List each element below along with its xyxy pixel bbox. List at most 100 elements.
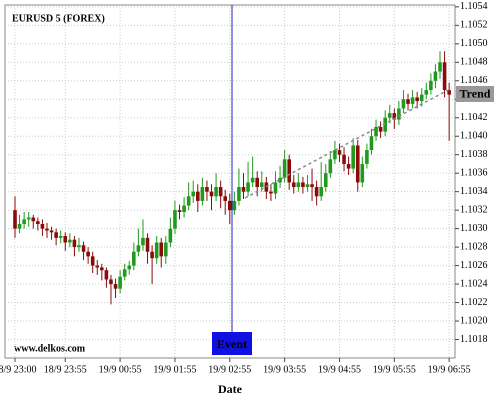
candle-body <box>383 117 387 132</box>
x-tick-label: 19/9 03:55 <box>263 364 306 375</box>
y-tick-label: 1.1018 <box>460 334 488 345</box>
candle-body <box>232 200 237 211</box>
candle-body <box>397 108 401 120</box>
y-tick-label: 1.1046 <box>460 75 488 86</box>
candle-body <box>291 182 296 188</box>
x-tick-label: 19/9 04:55 <box>318 364 361 375</box>
candle-body <box>351 145 355 169</box>
candle-body <box>214 187 218 197</box>
candle-body <box>127 265 132 270</box>
watermark: www.delkos.com <box>14 343 86 354</box>
candle-body <box>237 187 241 201</box>
candle-body <box>113 284 118 289</box>
candle-body <box>218 187 223 197</box>
candle-body <box>346 163 351 169</box>
candle-body <box>278 177 282 183</box>
candle-body <box>154 242 159 259</box>
chart-title: EURUSD 5 (FOREX) <box>12 13 105 24</box>
candle-body <box>58 236 63 238</box>
candle-body <box>429 80 433 91</box>
candle-body <box>136 245 141 252</box>
x-tick-label: 19/9 02:55 <box>208 364 251 375</box>
candle-body <box>355 145 360 183</box>
candle-body <box>145 237 150 252</box>
x-tick-label: 19/9 01:55 <box>153 364 196 375</box>
candle-body <box>54 232 58 238</box>
y-tick-label: 1.1020 <box>460 315 488 326</box>
candle-body <box>365 150 369 164</box>
trend-label: Trend <box>460 86 491 100</box>
candle-body <box>442 62 447 91</box>
candle-body <box>122 269 127 277</box>
candle-body <box>168 228 173 243</box>
y-tick-label: 1.1052 <box>460 20 488 31</box>
candle-body <box>45 228 49 231</box>
candle-body <box>182 205 186 212</box>
candle-body <box>173 210 177 229</box>
candle-body <box>392 113 397 120</box>
candle-body <box>26 217 31 220</box>
x-tick-label: 18/9 23:00 <box>0 364 37 375</box>
candle-body <box>200 187 205 201</box>
candle-body <box>17 224 22 229</box>
candle-body <box>77 245 81 248</box>
candle-body <box>374 126 378 137</box>
candle-body <box>387 113 392 118</box>
candle-body <box>196 191 200 201</box>
candle-body <box>100 267 104 271</box>
event-box <box>212 332 252 355</box>
x-axis-label: Date <box>218 382 243 396</box>
candle-body <box>301 182 305 188</box>
candle-body <box>31 217 36 222</box>
y-tick-label: 1.1042 <box>460 112 488 123</box>
candle-body <box>227 200 232 211</box>
y-tick-label: 1.1054 <box>460 1 488 12</box>
candle-body <box>81 245 86 252</box>
candle-body <box>255 177 260 188</box>
candle-body <box>410 97 415 104</box>
candle-body <box>177 210 182 212</box>
trend-box <box>456 86 494 102</box>
candle-body <box>40 224 45 229</box>
y-tick-label: 1.1034 <box>460 186 488 197</box>
candle-body <box>296 182 301 188</box>
candle-body <box>328 159 333 174</box>
candle-body <box>72 239 77 248</box>
candle-body <box>305 184 310 188</box>
y-tick-label: 1.1050 <box>460 38 488 49</box>
candle-body <box>109 279 113 285</box>
candle-body <box>447 90 451 95</box>
candle-body <box>95 265 100 268</box>
candle-body <box>310 184 314 188</box>
candle-body <box>191 191 196 197</box>
x-tick-label: 18/9 23:55 <box>44 364 87 375</box>
candle-body <box>259 182 264 188</box>
candle-body <box>424 90 429 95</box>
candle-body <box>369 136 374 151</box>
y-tick-label: 1.1030 <box>460 223 488 234</box>
y-tick-label: 1.1032 <box>460 204 488 215</box>
candle-body <box>360 163 365 183</box>
event-label: Event <box>217 337 247 351</box>
candle-body <box>241 187 246 192</box>
candle-body <box>223 196 228 201</box>
candle-body <box>319 187 323 197</box>
candle-body <box>150 251 154 259</box>
candle-body <box>401 99 406 109</box>
candle-body <box>314 187 319 197</box>
candle-body <box>282 159 287 178</box>
candle-body <box>323 173 328 188</box>
y-tick-label: 1.1040 <box>460 131 488 142</box>
y-tick-label: 1.1022 <box>460 297 488 308</box>
candle-body <box>378 126 383 132</box>
y-tick-label: 1.1036 <box>460 167 488 178</box>
candle-body <box>433 71 438 81</box>
candle-body <box>273 182 278 194</box>
candle-body <box>90 256 95 266</box>
y-tick-label: 1.1028 <box>460 241 488 252</box>
candle-body <box>209 191 214 197</box>
candle-body <box>246 182 250 192</box>
x-tick-label: 19/9 05:55 <box>373 364 416 375</box>
candle-body <box>164 242 168 257</box>
